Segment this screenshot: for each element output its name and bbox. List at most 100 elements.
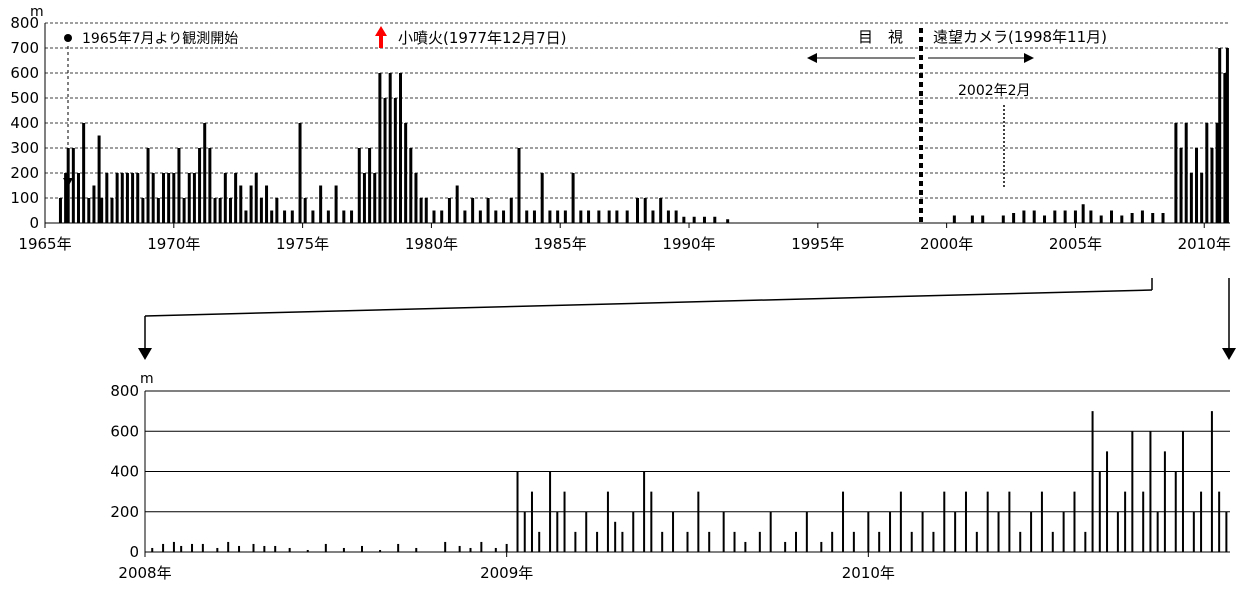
data-bar <box>399 73 402 223</box>
top-unit-label: m <box>30 4 44 20</box>
data-bar <box>393 98 397 223</box>
data-bar <box>1200 491 1203 552</box>
data-bar <box>932 531 935 552</box>
bottom-x-tick-labels: 2008年 2009年 2010年 <box>118 552 895 582</box>
data-bar <box>1163 451 1166 552</box>
data-bar <box>283 210 287 223</box>
data-bar <box>1110 210 1113 223</box>
data-bar <box>614 521 617 552</box>
x-tick-label: 1975年 <box>276 235 329 253</box>
data-bar <box>878 531 881 552</box>
data-bar <box>100 198 104 223</box>
data-bar <box>981 215 985 223</box>
data-bar <box>254 173 258 223</box>
data-bar <box>1120 215 1124 223</box>
data-bar <box>867 511 870 552</box>
data-bar <box>722 511 725 552</box>
data-bar <box>1019 531 1022 552</box>
data-bar <box>525 210 529 223</box>
data-bar <box>556 210 560 223</box>
data-bar <box>502 210 506 223</box>
data-bar <box>373 173 377 223</box>
data-bar <box>1181 431 1184 552</box>
data-bar <box>223 173 227 223</box>
x-tick-label: 1995年 <box>791 235 844 253</box>
x-tick-label: 1965年 <box>18 235 71 253</box>
data-bar <box>87 198 91 223</box>
data-bar <box>530 491 533 552</box>
data-bar <box>342 547 345 552</box>
data-bar <box>227 541 230 552</box>
data-bar <box>383 98 387 223</box>
data-bar <box>455 185 459 223</box>
data-bar <box>1116 511 1119 552</box>
data-bar <box>1040 491 1043 552</box>
data-bar <box>899 491 902 552</box>
data-bar <box>540 173 544 223</box>
data-bar <box>686 531 689 552</box>
data-bar <box>563 210 567 223</box>
y-tick-label: 400 <box>10 114 39 132</box>
data-bar <box>218 198 222 223</box>
data-bar <box>1124 491 1127 552</box>
data-bar <box>625 210 629 223</box>
data-bar <box>643 198 647 223</box>
data-bar <box>275 198 279 223</box>
data-bar <box>311 210 315 223</box>
x-tick-label: 2005年 <box>1049 235 1102 253</box>
data-bar <box>952 215 956 223</box>
data-bar <box>574 531 577 552</box>
data-bar <box>1210 148 1214 223</box>
data-bar <box>970 215 974 223</box>
x-tick-label: 1970年 <box>147 235 200 253</box>
data-bar <box>82 123 86 223</box>
y-tick-label: 300 <box>10 139 39 157</box>
data-bar <box>368 148 372 223</box>
data-bar <box>342 210 346 223</box>
data-bar <box>571 173 575 223</box>
data-bar <box>187 173 191 223</box>
data-bar <box>172 541 175 552</box>
obs-start-arrowhead-icon <box>63 178 73 187</box>
data-bar <box>263 545 266 552</box>
data-bar <box>615 210 619 223</box>
data-bar <box>517 148 521 223</box>
data-bar <box>71 148 75 223</box>
data-bar <box>1225 48 1229 223</box>
data-bar <box>228 198 232 223</box>
data-bar <box>131 173 135 223</box>
data-bar <box>556 511 559 552</box>
data-bar <box>784 541 787 552</box>
data-bar <box>692 216 696 223</box>
data-bar <box>607 210 611 223</box>
data-bar <box>1089 210 1093 223</box>
data-bar <box>842 491 845 552</box>
data-bar <box>889 511 892 552</box>
data-bar <box>162 173 165 223</box>
data-bar <box>1218 48 1222 223</box>
data-bar <box>769 511 772 552</box>
data-bar <box>1149 431 1152 552</box>
data-bar <box>324 543 327 552</box>
data-bar <box>404 123 408 223</box>
data-bar <box>632 511 635 552</box>
data-bar <box>1073 491 1076 552</box>
data-bar <box>921 511 924 552</box>
data-bar <box>1030 511 1033 552</box>
data-bar <box>1210 411 1213 552</box>
data-bar <box>943 491 946 552</box>
data-bar <box>182 198 186 223</box>
connector-left-arrowhead-icon <box>138 348 152 360</box>
data-bar <box>97 135 101 223</box>
data-bar <box>494 547 497 552</box>
data-bar <box>651 210 655 223</box>
data-bar <box>76 173 80 223</box>
data-bar <box>415 547 418 552</box>
top-y-tick-labels: 0 100 200 300 400 500 600 700 800 <box>10 14 39 232</box>
data-bar <box>596 531 599 552</box>
data-bar <box>1062 511 1065 552</box>
top-annotations: 1965年7月より観測開始 小噴火(1977年12月7日) 目 視 遠望カメラ(… <box>63 26 1107 223</box>
data-bar <box>986 491 989 552</box>
data-bar <box>361 545 363 552</box>
